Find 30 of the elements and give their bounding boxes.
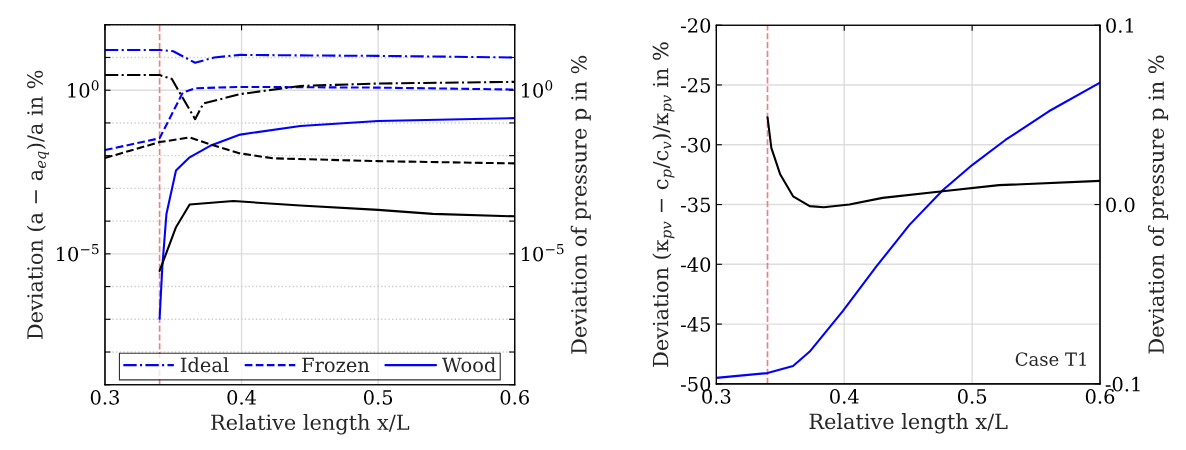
line-series [104,85,515,152]
y-tick-label: -30 [681,137,711,153]
text: 10$^{−5}$ [521,244,564,262]
y2-axis-title: Deviation of pressure p in % [570,55,591,354]
x-tick-label: 0.4 [830,389,859,404]
x-tick-label: 0.4 [227,389,257,405]
line-series [716,81,1101,379]
text: 10$^{0}$ [521,80,553,98]
y-tick-label: -20 [681,18,711,33]
x-axis-title: Relative length x/L [809,413,1008,434]
x-tick-label: 0.3 [90,389,119,405]
y-tick-label: -25 [681,77,710,93]
x-tick-label: 0.6 [500,389,529,405]
legend-label: Frozen [302,357,370,373]
y2-axis-title: Deviation of pressure p in % [1147,55,1169,354]
annotation: Case T1 [1015,352,1086,367]
y-tick-label: -40 [681,257,711,272]
y-axis-title: Deviation (a − a$_{eq}$)/a in % [26,70,49,339]
line-series [158,117,515,320]
x-axis-title: Relative length x/L [211,413,410,435]
y-tick-label: -35 [681,197,710,213]
text: Deviation (κ$_{pv}$ − c$_{p}$/c$_{v}$)/κ$_{pv}$ in % [652,42,675,367]
x-tick-label: 0.5 [957,389,987,404]
y2-tick-label: 0.0 [1106,197,1135,213]
legend-label: Wood [441,357,496,373]
y2-tick-label: 0.1 [1106,18,1134,33]
y-tick-label: -45 [681,317,710,332]
line-series [104,48,515,64]
x-tick-label: 0.5 [363,389,393,405]
legend-label: Ideal [180,357,229,373]
